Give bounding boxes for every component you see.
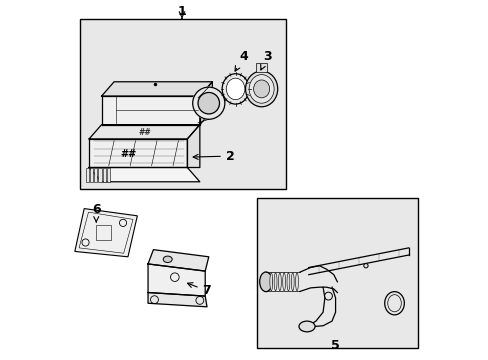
Bar [85,168,88,182]
Polygon shape [89,125,200,139]
Ellipse shape [363,264,367,268]
Bar [94,168,97,182]
Ellipse shape [387,295,401,312]
Polygon shape [75,208,137,257]
Text: ##: ## [138,128,150,137]
Polygon shape [89,167,200,182]
Ellipse shape [259,272,272,292]
Polygon shape [89,139,187,167]
Bar [107,168,110,182]
Ellipse shape [282,273,285,291]
Ellipse shape [274,273,276,291]
Ellipse shape [245,71,277,107]
Ellipse shape [298,321,314,332]
Ellipse shape [248,75,274,103]
Bar [102,168,106,182]
Polygon shape [187,125,200,167]
Ellipse shape [384,292,404,315]
Text: 3: 3 [260,50,271,70]
Text: 6: 6 [92,203,101,222]
Ellipse shape [278,273,281,291]
Polygon shape [148,249,208,271]
Bar [90,168,93,182]
Bar [98,168,102,182]
Text: ##: ## [120,149,136,159]
Text: 5: 5 [330,338,339,351]
Polygon shape [308,248,408,275]
Ellipse shape [253,80,269,98]
Text: 2: 2 [193,149,234,163]
Bar [257,198,417,348]
Ellipse shape [291,273,294,291]
Ellipse shape [269,273,272,291]
Bar [80,19,285,189]
Polygon shape [102,96,200,125]
Polygon shape [148,264,205,296]
Polygon shape [102,82,212,96]
Ellipse shape [163,256,172,262]
Text: 7: 7 [187,283,211,297]
Ellipse shape [198,93,219,114]
Bar [256,63,266,72]
Ellipse shape [295,273,298,291]
Ellipse shape [222,74,248,104]
Polygon shape [148,293,206,307]
Ellipse shape [286,273,289,291]
Ellipse shape [226,78,244,100]
Text: 1: 1 [177,5,186,18]
Polygon shape [200,82,212,125]
Text: 4: 4 [235,50,247,71]
Ellipse shape [192,87,224,119]
Bar [96,225,110,240]
